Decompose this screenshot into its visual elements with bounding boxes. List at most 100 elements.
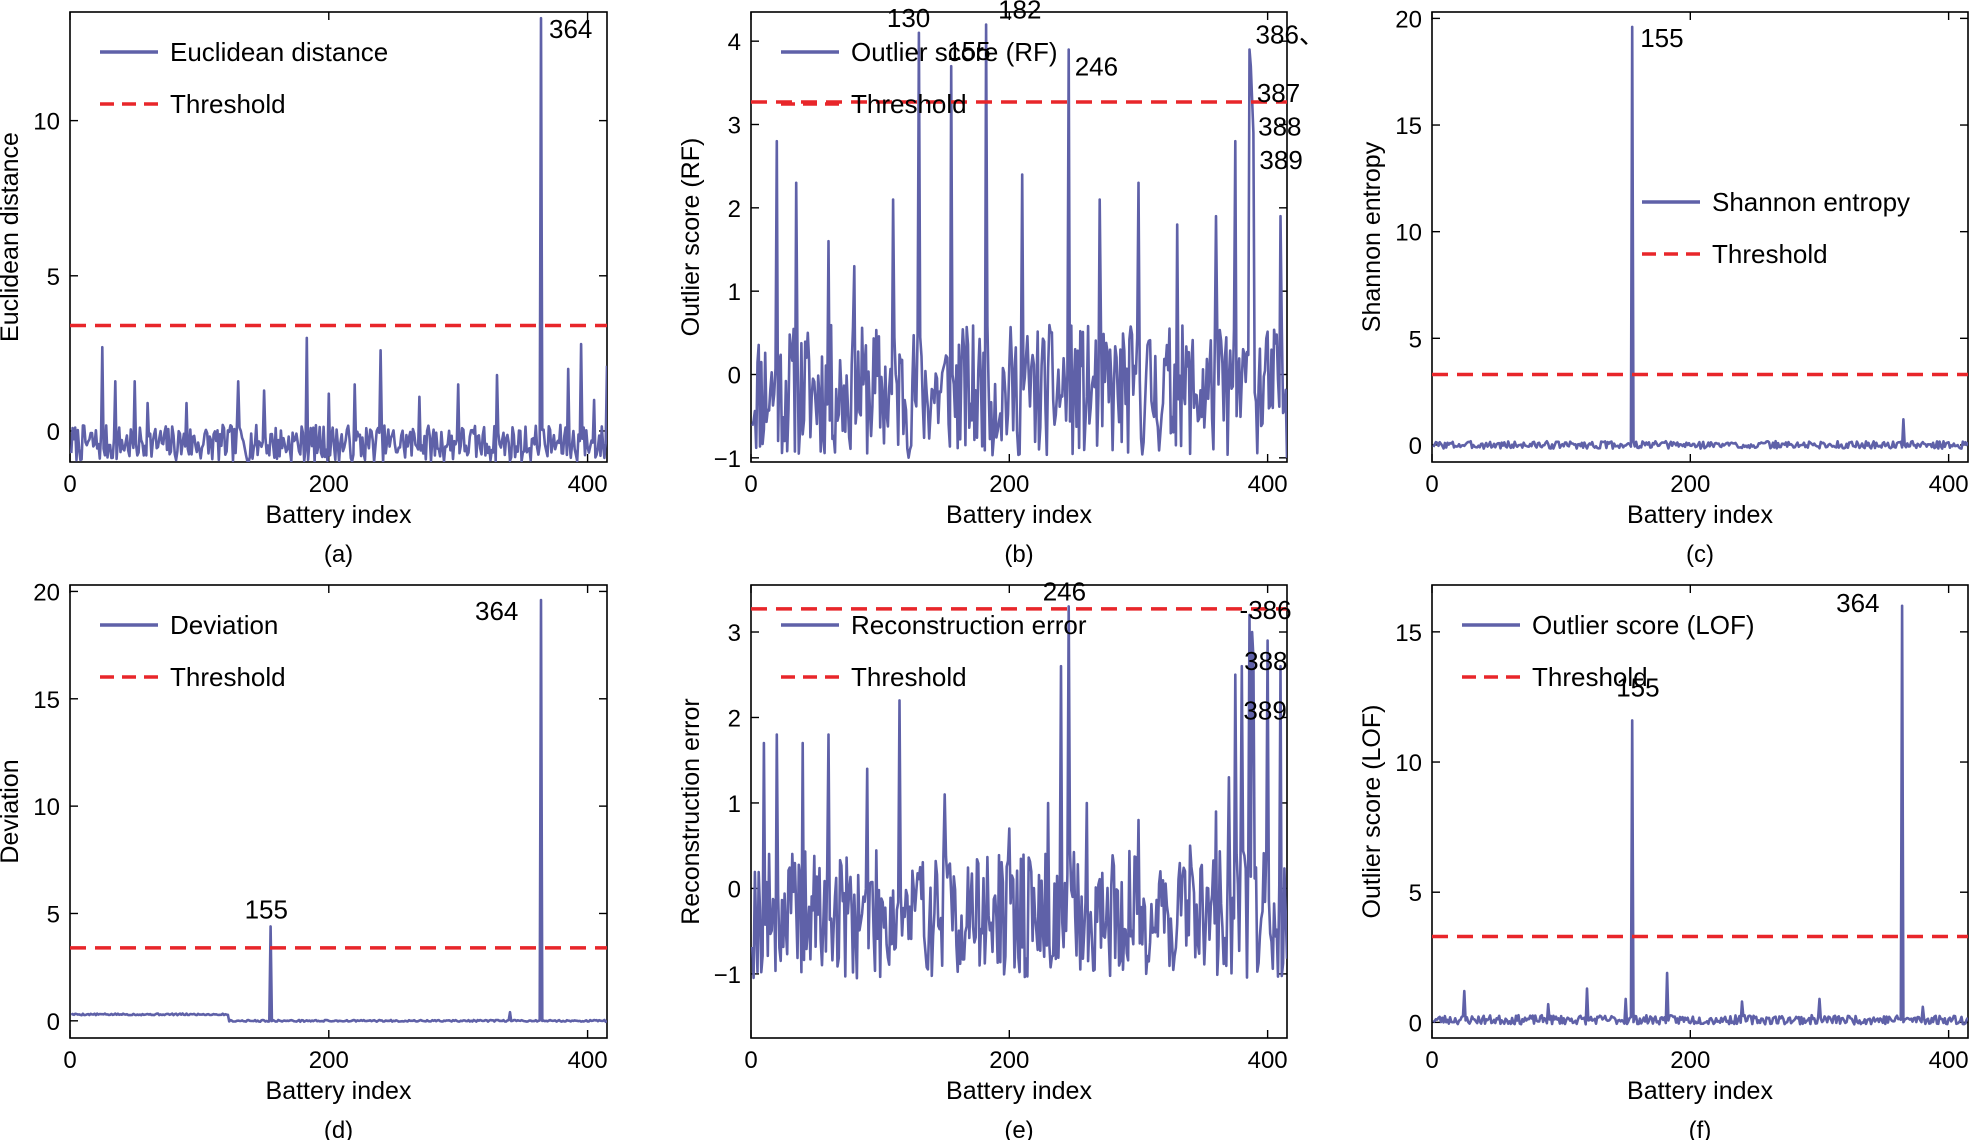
y-tick-label: 5 [1409, 326, 1422, 353]
y-tick-label: 0 [728, 876, 741, 903]
plot-frame [1431, 11, 1969, 463]
panel-label: (f) [1689, 1117, 1712, 1140]
annotation-label: 155 [245, 894, 288, 924]
annotation-label: 389 [1243, 696, 1286, 726]
x-tick-label: 200 [989, 471, 1029, 498]
y-tick-label: 1 [728, 279, 741, 306]
y-tick-label: 5 [47, 264, 60, 291]
x-axis-label: Battery index [1627, 501, 1773, 529]
chart-panel: 0 200 400 0 5 10 15 20 Battery index Shannon entr… [1358, 6, 1969, 568]
panel-label: (e) [1004, 1117, 1033, 1140]
annotation-label: -386 [1240, 595, 1292, 625]
legend-label-threshold: Threshold [170, 89, 286, 119]
x-tick-label: 400 [1929, 471, 1969, 498]
series-line [1432, 25, 1968, 450]
x-axis-label: Battery index [266, 501, 412, 529]
legend-label-threshold: Threshold [851, 89, 967, 119]
x-tick-label: 200 [309, 471, 349, 498]
y-tick-label: 0 [47, 1009, 60, 1036]
x-tick-label: 200 [1670, 1047, 1710, 1074]
plot-frame [750, 584, 1288, 1039]
panel-label: (b) [1004, 541, 1033, 568]
y-tick-label: 4 [728, 29, 741, 56]
annotation-label: 364 [549, 14, 592, 44]
x-tick-label: 0 [63, 1047, 76, 1074]
y-tick-label: 10 [33, 109, 60, 136]
y-tick-label: 15 [33, 687, 60, 714]
plot-frame [69, 584, 608, 1039]
legend-label-series: Outlier score (LOF) [1532, 610, 1755, 640]
y-tick-label: 10 [1395, 220, 1422, 247]
y-tick-label: 20 [33, 579, 60, 606]
chart-panel: 0 200 400 0 5 10 Battery index Euclidean distan… [0, 11, 608, 568]
x-axis-label: Battery index [266, 1077, 412, 1105]
y-tick-label: 0 [47, 419, 60, 446]
legend-label-series: Shannon entropy [1712, 187, 1910, 217]
x-tick-label: 200 [1670, 471, 1710, 498]
x-tick-label: 200 [989, 1047, 1029, 1074]
chart-panel: 0 200 400 0 5 10 15 Battery index Outlier score … [1358, 584, 1969, 1140]
y-axis-label: Deviation [0, 759, 24, 863]
annotation-label: 155 [1640, 23, 1683, 53]
x-axis-label: Battery index [1627, 1077, 1773, 1105]
x-tick-label: 0 [744, 1047, 757, 1074]
annotation-label: 388 [1258, 112, 1301, 142]
legend-label-threshold: Threshold [1712, 239, 1828, 269]
series-line [751, 23, 1287, 460]
x-tick-label: 400 [568, 1047, 608, 1074]
series-line [1432, 604, 1968, 1026]
annotation-label: 388 [1244, 646, 1287, 676]
x-tick-label: 400 [1929, 1047, 1969, 1074]
series-line [70, 598, 607, 1024]
panel-label: (a) [324, 541, 353, 568]
y-axis-label: Reconstruction error [677, 698, 705, 924]
legend-label-series: Outlier score (RF) [851, 37, 1058, 67]
legend-label-series: Euclidean distance [170, 37, 388, 67]
y-tick-label: 15 [1395, 113, 1422, 140]
annotation-label: 155 [1616, 672, 1659, 702]
x-tick-label: 400 [568, 471, 608, 498]
y-tick-label: 2 [728, 705, 741, 732]
legend-label-threshold: Threshold [170, 662, 286, 692]
plot-frame [750, 11, 1288, 463]
y-tick-label: 0 [728, 363, 741, 390]
panel-label: (d) [324, 1117, 353, 1140]
annotation-label: 130 [887, 3, 930, 33]
x-tick-label: 0 [744, 471, 757, 498]
y-tick-label: 0 [1409, 433, 1422, 460]
legend-label-series: Deviation [170, 610, 278, 640]
x-tick-label: 0 [63, 471, 76, 498]
annotation-label: 389 [1259, 145, 1302, 175]
y-tick-label: 15 [1395, 620, 1422, 647]
y-axis-label: Outlier score (RF) [677, 138, 705, 337]
y-tick-label: 1 [728, 791, 741, 818]
x-axis-label: Battery index [946, 501, 1092, 529]
legend-label-threshold: Threshold [851, 662, 967, 692]
y-tick-label: 0 [1409, 1010, 1422, 1037]
annotation-label: 246 [1043, 576, 1086, 606]
annotation-label: 387 [1257, 78, 1300, 108]
series-line [70, 16, 607, 462]
y-tick-label: 10 [33, 794, 60, 821]
y-tick-label: 5 [47, 901, 60, 928]
y-tick-label: 3 [728, 113, 741, 140]
x-tick-label: 0 [1425, 471, 1438, 498]
annotation-label: 182 [998, 0, 1041, 25]
x-tick-label: 0 [1425, 1047, 1438, 1074]
annotation-label: 246 [1075, 52, 1118, 82]
y-tick-label: 5 [1409, 880, 1422, 907]
plot-frame [1431, 584, 1969, 1039]
chart-panel: 0 200 400 0 5 10 15 20 Battery index Deviation (d)… [0, 579, 608, 1140]
annotation-label: 155 [947, 36, 990, 66]
x-tick-label: 400 [1248, 471, 1288, 498]
plot-frame [69, 11, 608, 463]
y-axis-label: Outlier score (LOF) [1358, 705, 1386, 919]
series-line [751, 605, 1287, 980]
annotation-label: 364 [475, 596, 518, 626]
y-tick-label: 10 [1395, 750, 1422, 777]
y-tick-label: 20 [1395, 6, 1422, 33]
y-tick-label: 2 [728, 196, 741, 223]
x-axis-label: Battery index [946, 1077, 1092, 1105]
